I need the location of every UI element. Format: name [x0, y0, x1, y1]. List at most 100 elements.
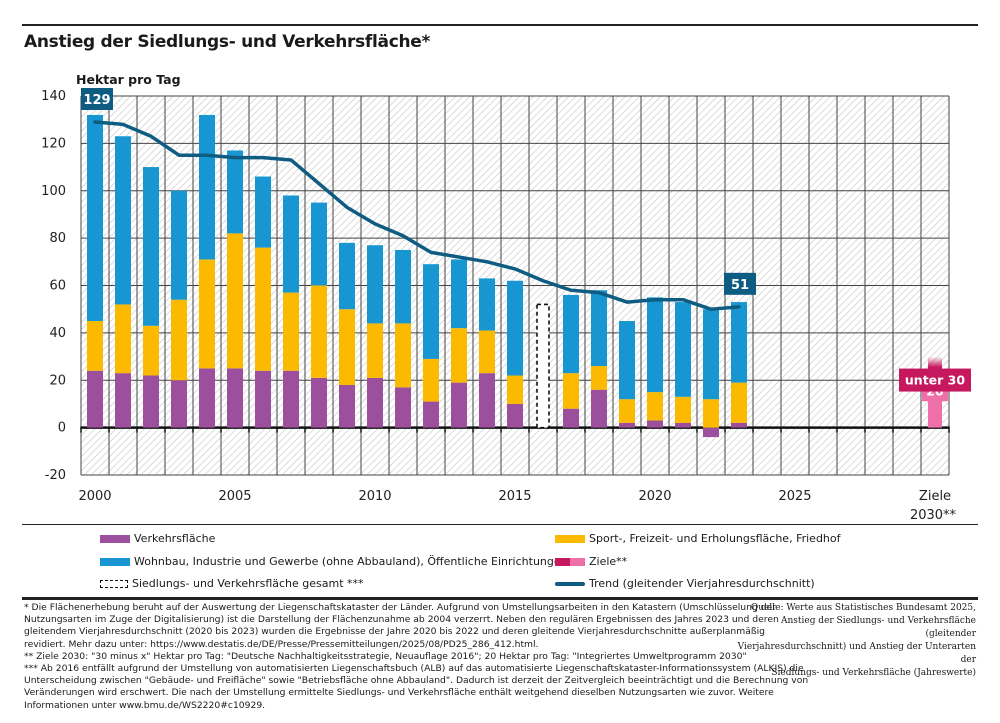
legend-label: Verkehrsfläche: [134, 532, 216, 545]
x-tick-label: 2020: [638, 489, 671, 504]
x-tick-label: 2015: [498, 489, 531, 504]
bar-segment-sport: [283, 292, 299, 371]
bar-segment-verkehr: [227, 368, 243, 428]
footnotes: * Die Flächenerhebung beruht auf der Aus…: [24, 602, 809, 712]
source-note: Quelle: Werte aus Statistisches Bundesam…: [736, 602, 976, 680]
legend-item-ziele: Ziele**: [555, 555, 627, 568]
bar-segment-wohnbau: [591, 290, 607, 367]
bar-segment-verkehr: [675, 422, 691, 428]
legend-swatch-wohnbau: [100, 557, 130, 566]
y-tick-label: -20: [45, 468, 66, 483]
y-tick-label: 60: [49, 279, 66, 294]
bar-segment-verkehr: [171, 380, 187, 428]
legend-label: Sport-, Freizeit- und Erholungsfläche, F…: [589, 532, 841, 545]
y-tick-label: 120: [41, 136, 66, 151]
legend-label: Ziele**: [589, 555, 628, 568]
bar-segment-wohnbau: [311, 202, 327, 286]
bar-segment-verkehr: [703, 427, 719, 438]
bar-segment-wohnbau: [255, 176, 271, 248]
legend-item-gesamt: Siedlungs- und Verkehrsfläche gesamt ***: [100, 577, 364, 590]
bar-segment-wohnbau: [227, 150, 243, 234]
bar-segment-verkehr: [199, 368, 215, 428]
bar-segment-sport: [255, 247, 271, 371]
bar-segment-wohnbau: [171, 190, 187, 300]
source-line: Siedlungs- und Verkehrsfläche (Jahreswer…: [771, 668, 976, 678]
target-label-dark: unter 30: [905, 373, 965, 388]
legend-label: Wohnbau, Industrie und Gewerbe (ohne Abb…: [134, 555, 568, 568]
x-tick-label: 2025: [778, 489, 811, 504]
bar-segment-sport: [591, 366, 607, 390]
legend-item-wohnbau: Wohnbau, Industrie und Gewerbe (ohne Abb…: [100, 555, 568, 568]
bar-segment-verkehr: [255, 370, 271, 428]
bar-segment-wohnbau: [143, 167, 159, 326]
y-tick-label: 0: [58, 421, 66, 436]
bar-segment-sport: [703, 399, 719, 428]
annotation-label: 129: [83, 93, 110, 108]
bar-segment-verkehr: [115, 373, 131, 428]
bar-segment-sport: [339, 309, 355, 385]
footnote-top-rule: [22, 597, 978, 600]
bar-segment-verkehr: [563, 408, 579, 428]
bar-segment-verkehr: [143, 375, 159, 428]
bar-segment-sport: [563, 373, 579, 409]
bar-segment-wohnbau: [451, 259, 467, 329]
bar-segment-verkehr: [507, 403, 523, 428]
bar-segment-wohnbau: [283, 195, 299, 293]
legend-item-verkehrsflaeche: Verkehrsfläche: [100, 532, 215, 545]
bar-segment-sport: [731, 382, 747, 423]
bar-segment-wohnbau: [423, 264, 439, 359]
bar-segment-sport: [675, 396, 691, 423]
bar-segment-verkehr: [479, 373, 495, 428]
x-tick-label: 2000: [78, 489, 111, 504]
bar-segment-verkehr: [731, 422, 747, 428]
legend-swatch-verkehrsflaeche: [100, 534, 130, 543]
bar-segment-sport: [227, 233, 243, 369]
bar-total-dashed: [536, 303, 550, 429]
bar-segment-verkehr: [647, 420, 663, 428]
bar-segment-sport: [115, 304, 131, 374]
footnote-line: Unterscheidung zwischen "Gebäude- und Fr…: [24, 675, 809, 687]
source-line: Quelle: Werte aus Statistisches Bundesam…: [750, 603, 976, 613]
legend-item-sport: Sport-, Freizeit- und Erholungsfläche, F…: [555, 532, 841, 545]
bar-segment-sport: [451, 328, 467, 383]
bar-segment-verkehr: [619, 422, 635, 428]
bar-segment-verkehr: [283, 370, 299, 428]
x-tick-label: 2005: [218, 489, 251, 504]
x-tick-label: 2010: [358, 489, 391, 504]
x-tick-label: 2030**: [910, 508, 957, 520]
bar-segment-verkehr: [87, 370, 103, 428]
bar-segment-sport: [423, 358, 439, 402]
legend-label: Trend (gleitender Vierjahresdurchschnitt…: [589, 577, 815, 590]
bar-segment-wohnbau: [115, 136, 131, 305]
footnote-line: Nutzungsarten im Zuge der Digitalisierun…: [24, 614, 779, 626]
source-line: Vierjahresdurchschnitt) und Anstieg der …: [737, 642, 976, 665]
bar-segment-sport: [199, 259, 215, 369]
bar-segment-sport: [479, 330, 495, 374]
x-tick-label: Ziele: [919, 489, 951, 504]
bar-segment-verkehr: [367, 377, 383, 428]
bar-segment-wohnbau: [563, 294, 579, 374]
legend-swatch-sport: [555, 534, 585, 543]
bar-segment-wohnbau: [395, 249, 411, 324]
bar-segment-sport: [171, 299, 187, 381]
bar-segment-sport: [647, 392, 663, 421]
bar-segment-sport: [367, 323, 383, 378]
bar-segment-verkehr: [339, 384, 355, 428]
legend-swatch-trend: [555, 581, 585, 586]
bar-segment-wohnbau: [479, 278, 495, 331]
legend-swatch-gesamt: [100, 579, 128, 588]
y-tick-label: 80: [49, 231, 66, 246]
bar-segment-verkehr: [423, 401, 439, 428]
footnote-line: Informationen unter www.bmu.de/WS2220#c1…: [24, 699, 266, 711]
bar-segment-sport: [311, 285, 327, 378]
annotation-box: [724, 272, 756, 295]
bar-segment-wohnbau: [619, 321, 635, 400]
bar-segment-sport: [619, 399, 635, 423]
trend-line: [93, 120, 741, 311]
legend-item-trend: Trend (gleitender Vierjahresdurchschnitt…: [555, 577, 815, 590]
bar-segment-wohnbau: [87, 114, 103, 322]
y-axis-label: Hektar pro Tag: [76, 72, 181, 87]
bar-segment-wohnbau: [731, 302, 747, 383]
bar-segment-wohnbau: [507, 280, 523, 376]
bar-segment-sport: [87, 321, 103, 371]
